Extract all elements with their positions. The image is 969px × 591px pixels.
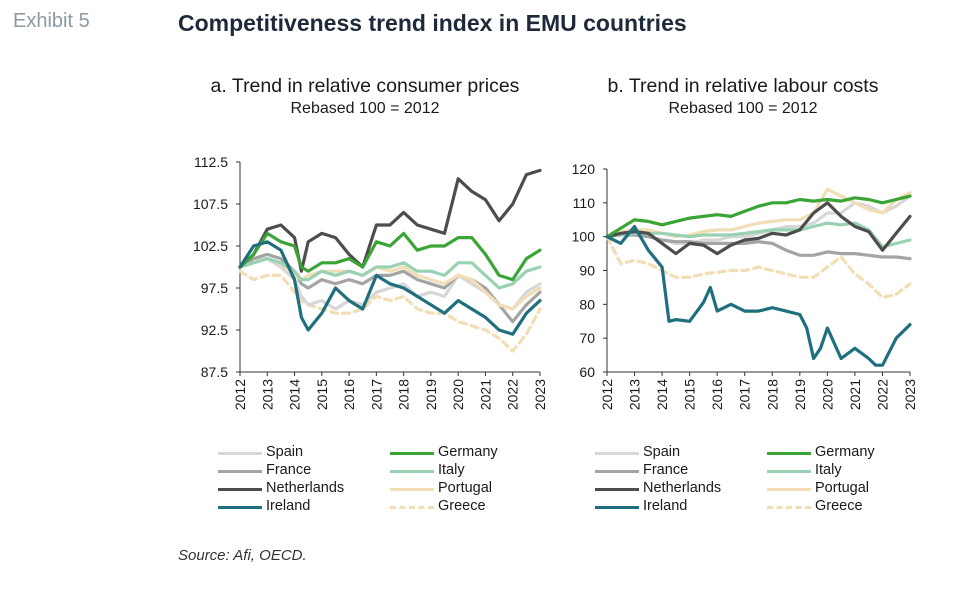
x-tick-label: 2022 bbox=[874, 379, 890, 410]
legend-swatch bbox=[767, 506, 811, 509]
x-tick-label: 2016 bbox=[341, 379, 357, 410]
legend-swatch bbox=[767, 452, 811, 455]
legend-label: Ireland bbox=[643, 498, 688, 514]
chart-b-plot: 60 70 80 90 100 110 120 2012 2013 2014 2015 2016 201… bbox=[572, 161, 918, 410]
x-tick-label: 2013 bbox=[627, 379, 643, 410]
legend-label: Portugal bbox=[815, 480, 870, 496]
chart-a-subtitle: Rebased 100 = 2012 bbox=[290, 100, 440, 117]
x-tick-label: 2020 bbox=[450, 379, 466, 410]
legend-swatch bbox=[218, 452, 262, 455]
y-tick-label: 100 bbox=[572, 229, 596, 245]
legend-label: Germany bbox=[438, 444, 498, 460]
y-tick-label: 102.5 bbox=[193, 238, 228, 254]
page-title: Competitiveness trend index in EMU count… bbox=[178, 10, 687, 36]
legend-swatch bbox=[595, 506, 639, 509]
x-tick-label: 2021 bbox=[847, 379, 863, 410]
x-tick-label: 2023 bbox=[902, 379, 918, 410]
series-line-germany bbox=[238, 231, 542, 282]
legend-swatch bbox=[767, 470, 811, 473]
series-line-greece bbox=[605, 235, 912, 300]
legend-label: Germany bbox=[815, 444, 875, 460]
legend-label: Greece bbox=[438, 498, 486, 514]
x-tick-label: 2014 bbox=[654, 379, 670, 410]
chart-b-subtitle: Rebased 100 = 2012 bbox=[668, 100, 818, 117]
x-tick-label: 2012 bbox=[232, 379, 248, 410]
y-tick-label: 87.5 bbox=[201, 364, 228, 380]
legend-label: France bbox=[266, 462, 312, 478]
legend-swatch bbox=[390, 506, 434, 509]
legend-swatch bbox=[595, 488, 639, 491]
x-tick-label: 2023 bbox=[532, 379, 548, 410]
x-tick-label: 2018 bbox=[764, 379, 780, 410]
legend-label: Greece bbox=[815, 498, 863, 514]
y-tick-label: 92.5 bbox=[201, 322, 228, 338]
x-tick-label: 2018 bbox=[396, 379, 412, 410]
legend-swatch bbox=[390, 488, 434, 491]
x-tick-label: 2017 bbox=[737, 379, 753, 410]
chart-b-title: b. Trend in relative labour costs bbox=[607, 75, 879, 97]
series-line-ireland bbox=[605, 224, 912, 367]
legend-swatch bbox=[390, 470, 434, 473]
y-tick-label: 110 bbox=[573, 195, 596, 211]
series-line-greece bbox=[238, 269, 542, 353]
series-line-italy bbox=[605, 221, 912, 249]
y-tick-label: 107.5 bbox=[193, 196, 228, 212]
y-tick-label: 70 bbox=[579, 330, 595, 346]
y-tick-label: 60 bbox=[579, 364, 595, 380]
y-tick-label: 120 bbox=[572, 161, 596, 177]
legend-label: Spain bbox=[643, 444, 681, 460]
x-tick-label: 2015 bbox=[314, 379, 330, 410]
legend-label: Italy bbox=[815, 462, 842, 478]
legend-swatch bbox=[595, 470, 639, 473]
series-line-germany bbox=[605, 194, 912, 239]
x-tick-label: 2019 bbox=[423, 379, 439, 410]
legend-swatch bbox=[595, 452, 639, 455]
chart-a-title: a. Trend in relative consumer prices bbox=[210, 75, 520, 97]
x-tick-label: 2022 bbox=[505, 379, 521, 410]
x-tick-label: 2013 bbox=[259, 379, 275, 410]
x-tick-label: 2020 bbox=[819, 379, 835, 410]
series-line-ireland bbox=[238, 240, 542, 336]
legend-label: Ireland bbox=[266, 498, 311, 514]
source-note: Source: Afi, OECD. bbox=[178, 547, 307, 564]
y-tick-label: 90 bbox=[579, 263, 595, 279]
y-tick-label: 80 bbox=[579, 296, 595, 312]
legend-label: Netherlands bbox=[266, 480, 345, 496]
x-tick-label: 2016 bbox=[709, 379, 725, 410]
legend-swatch bbox=[218, 506, 262, 509]
x-tick-label: 2014 bbox=[287, 379, 303, 410]
y-tick-label: 97.5 bbox=[201, 280, 228, 296]
legend-label: Portugal bbox=[438, 480, 493, 496]
x-tick-label: 2017 bbox=[368, 379, 384, 410]
legend-label: Netherlands bbox=[643, 480, 722, 496]
x-tick-label: 2015 bbox=[682, 379, 698, 410]
y-tick-label: 112.5 bbox=[194, 154, 228, 170]
legend-label: Spain bbox=[266, 444, 304, 460]
x-tick-label: 2012 bbox=[599, 379, 615, 410]
legend-label: France bbox=[643, 462, 689, 478]
legend-swatch bbox=[218, 470, 262, 473]
chart-a-plot: 87.5 92.5 97.5 102.5 107.5 112.5 2012 2013 2014 2… bbox=[193, 154, 548, 410]
legend-swatch bbox=[218, 488, 262, 491]
series-line-netherlands bbox=[605, 201, 912, 256]
legend-swatch bbox=[390, 452, 434, 455]
exhibit-label: Exhibit 5 bbox=[13, 10, 90, 32]
legend-swatch bbox=[767, 488, 811, 491]
x-tick-label: 2021 bbox=[477, 379, 493, 410]
series-line-netherlands bbox=[238, 168, 542, 273]
x-tick-label: 2019 bbox=[792, 379, 808, 410]
series-line-italy bbox=[238, 257, 542, 290]
legend-label: Italy bbox=[438, 462, 465, 478]
